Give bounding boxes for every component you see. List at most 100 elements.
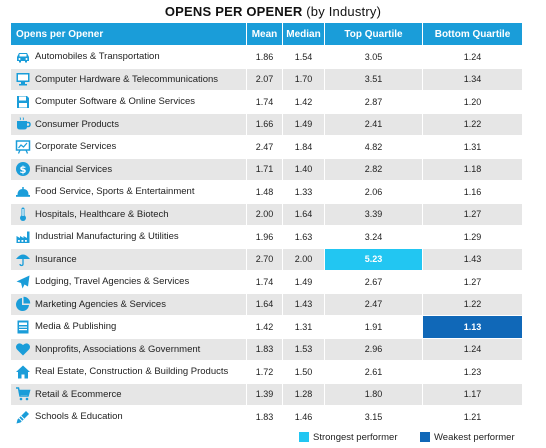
table-row: Consumer Products 1.66 1.49 2.41 1.22 (10, 112, 523, 136)
bottom-quartile-cell: 1.27 (422, 270, 523, 294)
legend-strongest-label: Strongest performer (313, 431, 398, 443)
median-cell: 1.53 (282, 337, 325, 361)
table-row: $ Financial Services 1.71 1.40 2.82 1.18 (10, 157, 523, 181)
industry-cell: Computer Hardware & Telecommunications (10, 67, 247, 91)
table-row: Computer Hardware & Telecommunications 2.… (10, 67, 523, 91)
top-quartile-cell: 4.82 (324, 135, 423, 159)
median-cell: 1.33 (282, 180, 325, 204)
bottom-quartile-cell: 1.24 (422, 45, 523, 69)
bottom-quartile-cell: 1.34 (422, 67, 523, 91)
table-body: Automobiles & Transportation 1.86 1.54 3.05… (10, 45, 523, 429)
presentation-board-icon (15, 139, 31, 155)
bottom-quartile-cell: 1.23 (422, 360, 523, 384)
bottom-quartile-cell: 1.27 (422, 202, 523, 226)
factory-icon (15, 229, 31, 245)
table-row: Insurance 2.70 2.00 5.23 1.43 (10, 247, 523, 271)
bottom-quartile-cell: 1.22 (422, 292, 523, 316)
top-quartile-cell: 2.41 (324, 112, 423, 136)
food-tray-icon (15, 184, 31, 200)
bottom-quartile-cell: 1.13 (422, 315, 523, 339)
top-quartile-cell: 2.96 (324, 337, 423, 361)
median-cell: 1.28 (282, 382, 325, 406)
mean-cell: 1.96 (246, 225, 283, 249)
header-top-quartile: Top Quartile (324, 22, 423, 46)
industry-cell: Corporate Services (10, 135, 247, 159)
median-cell: 2.00 (282, 247, 325, 271)
table-row: Nonprofits, Associations & Government 1.8… (10, 337, 523, 361)
umbrella-icon (15, 251, 31, 267)
mean-cell: 1.42 (246, 315, 283, 339)
legend-weakest: Weakest performer (420, 430, 515, 444)
title-main: OPENS PER OPENER (164, 4, 303, 19)
table-row: Lodging, Travel Agencies & Services 1.74 1… (10, 270, 523, 294)
table-row: Marketing Agencies & Services 1.64 1.43 2.4… (10, 292, 523, 316)
legend-strongest: Strongest performer (299, 430, 397, 444)
mean-cell: 2.70 (246, 247, 283, 271)
bottom-quartile-cell: 1.18 (422, 157, 523, 181)
industry-label-financial-services: Financial Services (35, 163, 113, 175)
industry-label-automobiles-and-transportation: Automobiles & Transportation (35, 51, 160, 63)
bottom-quartile-cell: 1.21 (422, 405, 523, 429)
mean-cell: 1.74 (246, 90, 283, 114)
top-quartile-cell: 3.39 (324, 202, 423, 226)
top-quartile-cell: 5.23 (324, 247, 423, 271)
table-row: Retail & Ecommerce 1.39 1.28 1.80 1.17 (10, 382, 523, 406)
floppy-disk-icon (15, 94, 31, 110)
industry-label-media-and-publishing: Media & Publishing (35, 321, 117, 333)
top-quartile-cell: 2.06 (324, 180, 423, 204)
industry-label-computer-hardware-and-telecommunications: Computer Hardware & Telecommunications (35, 73, 219, 85)
industry-cell: Automobiles & Transportation (10, 45, 247, 69)
mean-cell: 1.83 (246, 405, 283, 429)
mean-cell: 2.00 (246, 202, 283, 226)
industry-label-corporate-services: Corporate Services (35, 141, 117, 153)
car-icon (15, 49, 31, 65)
bottom-quartile-cell: 1.20 (422, 90, 523, 114)
industry-label-consumer-products: Consumer Products (35, 118, 119, 130)
median-cell: 1.54 (282, 45, 325, 69)
header-median: Median (282, 22, 325, 46)
bottom-quartile-cell: 1.31 (422, 135, 523, 159)
top-quartile-cell: 1.80 (324, 382, 423, 406)
industry-label-insurance: Insurance (35, 253, 77, 265)
industry-cell: Industrial Manufacturing & Utilities (10, 225, 247, 249)
industry-label-computer-software-and-online-services: Computer Software & Online Services (35, 96, 195, 108)
top-quartile-cell: 3.24 (324, 225, 423, 249)
industry-cell: Computer Software & Online Services (10, 90, 247, 114)
mean-cell: 1.74 (246, 270, 283, 294)
top-quartile-cell: 2.47 (324, 292, 423, 316)
table-row: Media & Publishing 1.42 1.31 1.91 1.13 (10, 315, 523, 339)
median-cell: 1.49 (282, 270, 325, 294)
top-quartile-cell: 2.61 (324, 360, 423, 384)
median-cell: 1.64 (282, 202, 325, 226)
top-quartile-cell: 3.15 (324, 405, 423, 429)
industry-cell: Media & Publishing (10, 315, 247, 339)
industry-cell: Nonprofits, Associations & Government (10, 337, 247, 361)
top-quartile-cell: 2.82 (324, 157, 423, 181)
industry-label-hospitals-healthcare-and-biotech: Hospitals, Healthcare & Biotech (35, 208, 169, 220)
house-icon (15, 364, 31, 380)
weakest-swatch (420, 432, 430, 442)
median-cell: 1.31 (282, 315, 325, 339)
bottom-quartile-cell: 1.43 (422, 247, 523, 271)
coffee-cup-icon (15, 116, 31, 132)
bottom-quartile-cell: 1.24 (422, 337, 523, 361)
mean-cell: 1.48 (246, 180, 283, 204)
header-row: Opens per Opener Mean Median Top Quartil… (10, 22, 523, 46)
industry-cell: Schools & Education (10, 405, 247, 429)
industry-label-food-service-sports-and-entertainment: Food Service, Sports & Entertainment (35, 186, 195, 198)
industry-cell: Real Estate, Construction & Building Pro… (10, 360, 247, 384)
industry-label-lodging-travel-agencies-and-services: Lodging, Travel Agencies & Services (35, 276, 190, 288)
heart-icon (15, 341, 31, 357)
strongest-swatch (299, 432, 309, 442)
industry-cell: Lodging, Travel Agencies & Services (10, 270, 247, 294)
median-cell: 1.84 (282, 135, 325, 159)
header-industry: Opens per Opener (10, 22, 247, 46)
title-sub: (by Industry) (306, 4, 382, 19)
thermometer-icon (15, 206, 31, 222)
bottom-quartile-cell: 1.17 (422, 382, 523, 406)
table-row: Automobiles & Transportation 1.86 1.54 3.05… (10, 45, 523, 69)
median-cell: 1.42 (282, 90, 325, 114)
legend-weakest-label: Weakest performer (434, 431, 515, 443)
mean-cell: 1.83 (246, 337, 283, 361)
table-row: Computer Software & Online Services 1.74 1… (10, 90, 523, 114)
